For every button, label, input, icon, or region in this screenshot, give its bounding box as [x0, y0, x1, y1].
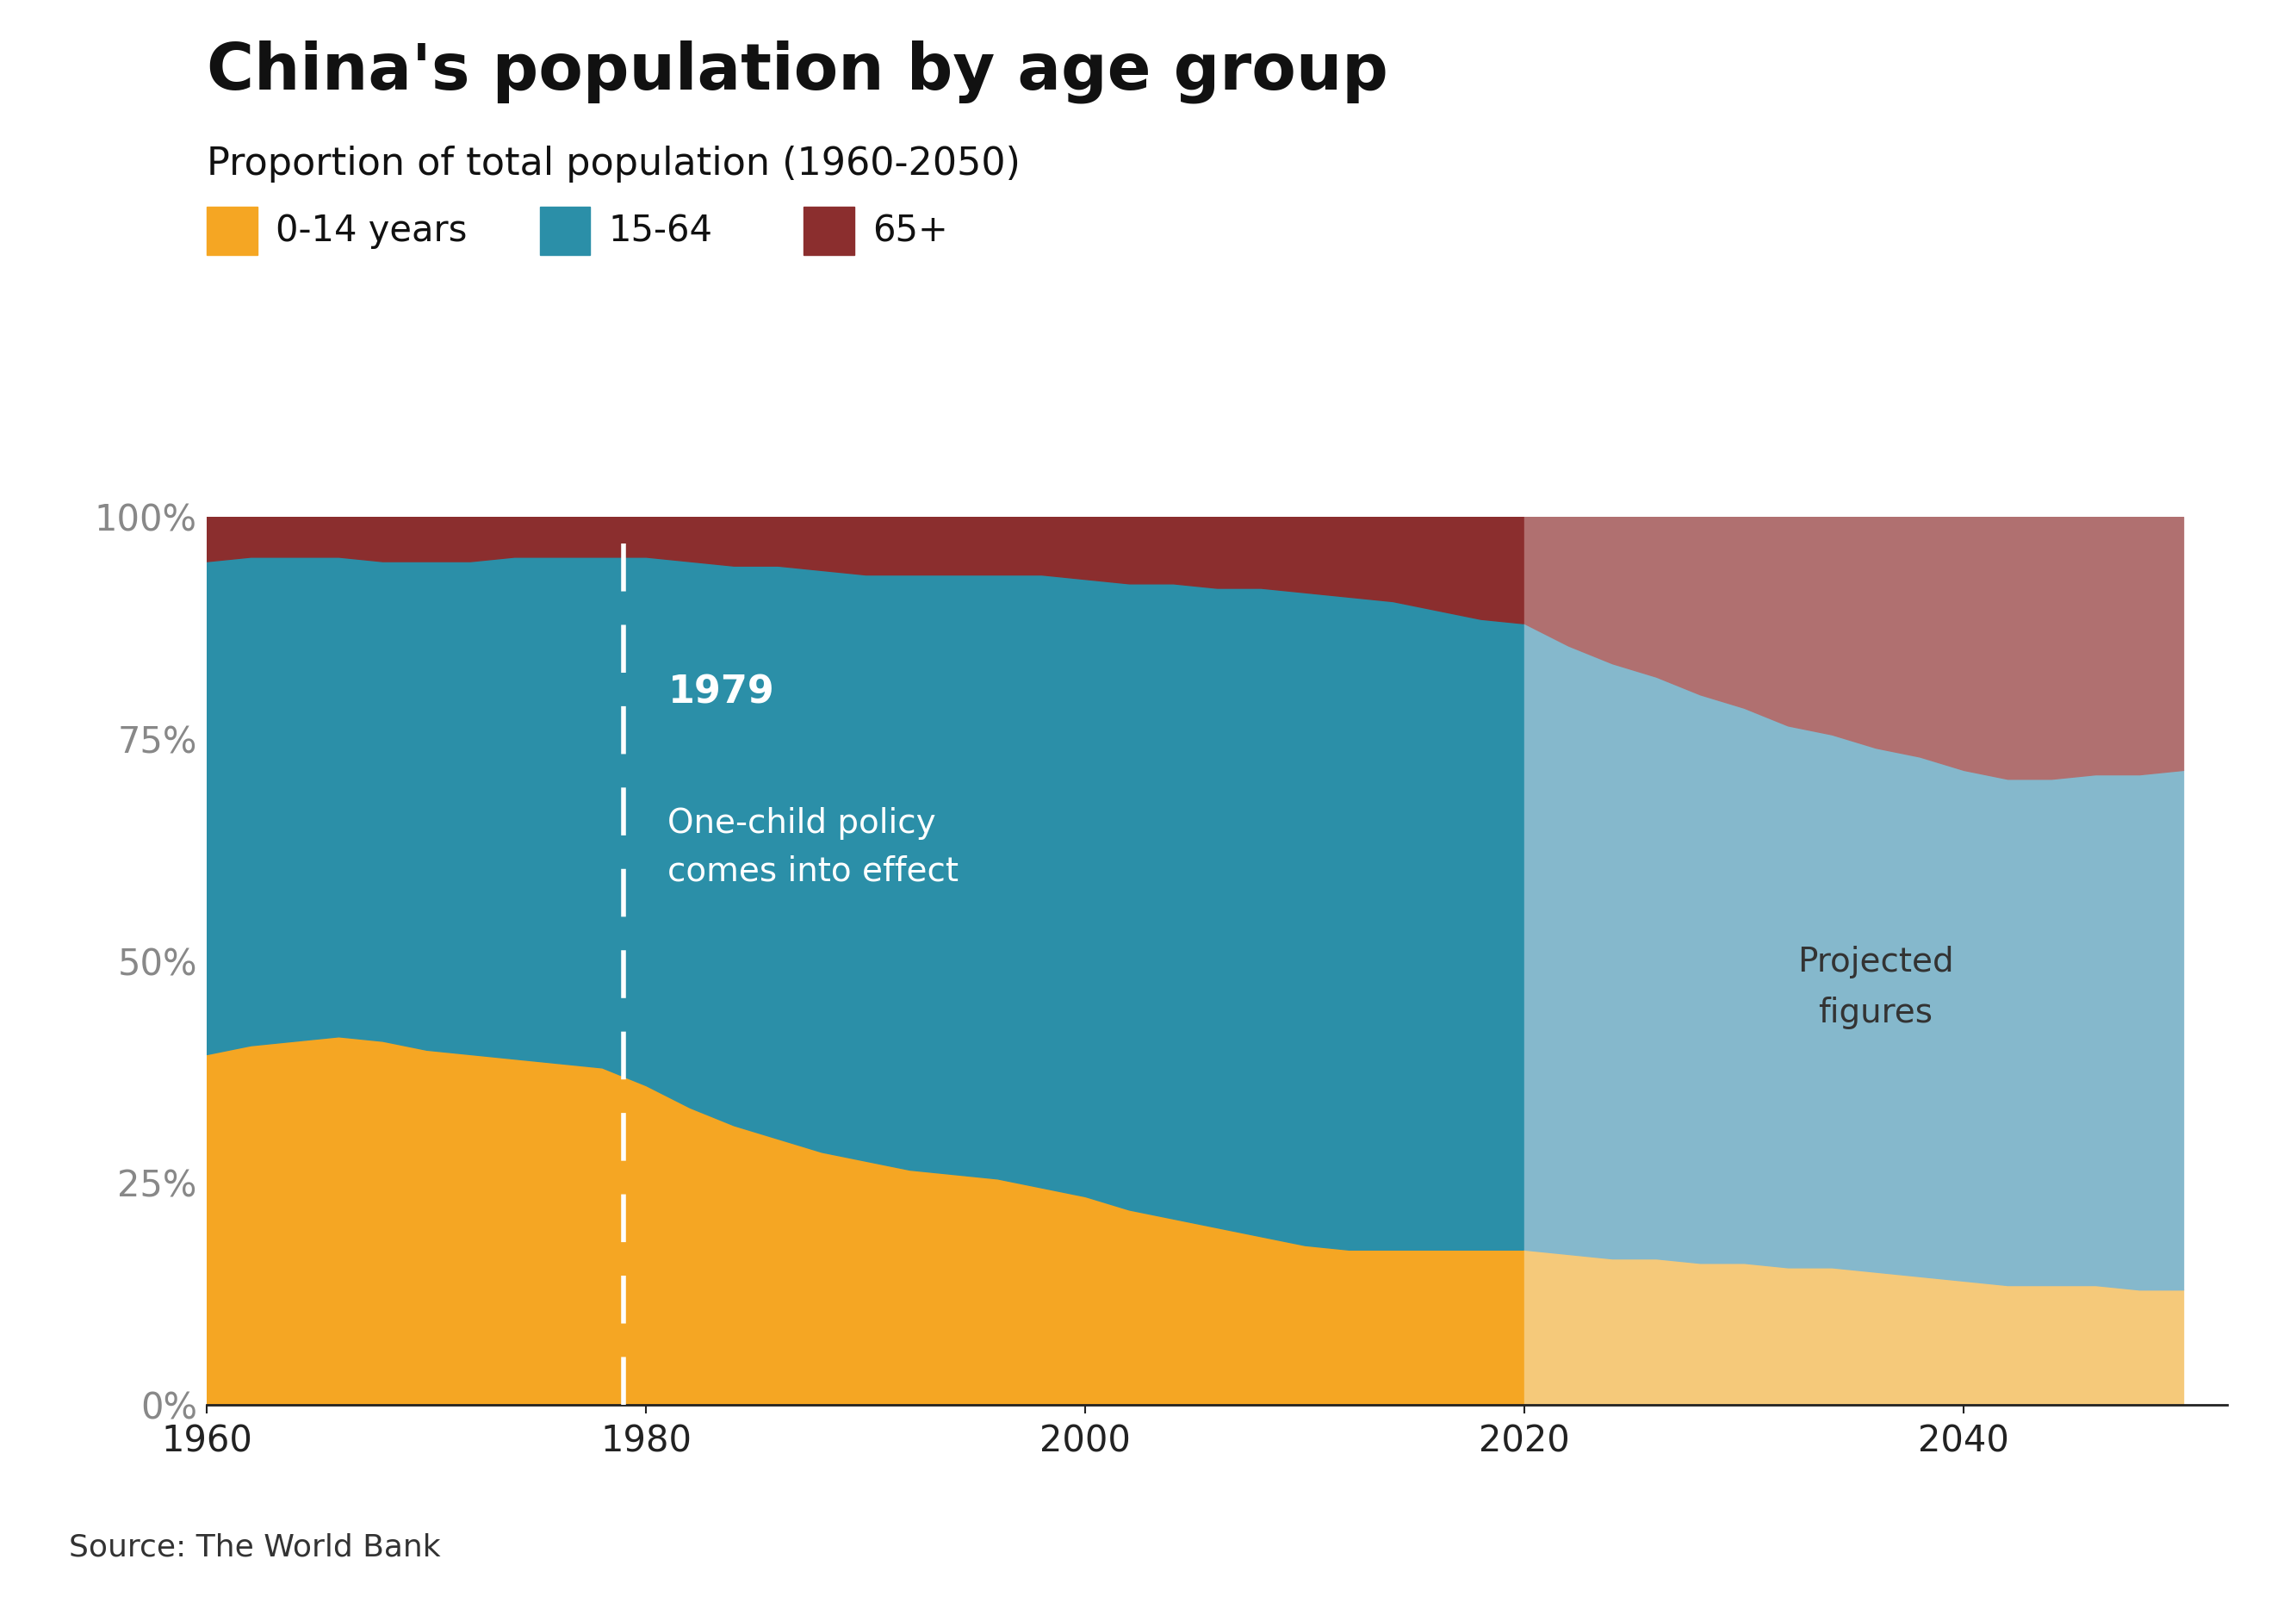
- Text: One-child policy
comes into effect: One-child policy comes into effect: [668, 808, 960, 888]
- Text: China's population by age group: China's population by age group: [207, 40, 1389, 103]
- Text: 15-64: 15-64: [608, 213, 712, 249]
- Text: 1979: 1979: [668, 673, 774, 711]
- Text: 0-14 years: 0-14 years: [276, 213, 466, 249]
- Text: Projected
figures: Projected figures: [1798, 946, 1954, 1029]
- Text: Proportion of total population (1960-2050): Proportion of total population (1960-205…: [207, 145, 1019, 182]
- Text: Source: The World Bank: Source: The World Bank: [69, 1533, 441, 1562]
- Text: BBC: BBC: [2076, 1528, 2183, 1570]
- Text: 65+: 65+: [872, 213, 948, 249]
